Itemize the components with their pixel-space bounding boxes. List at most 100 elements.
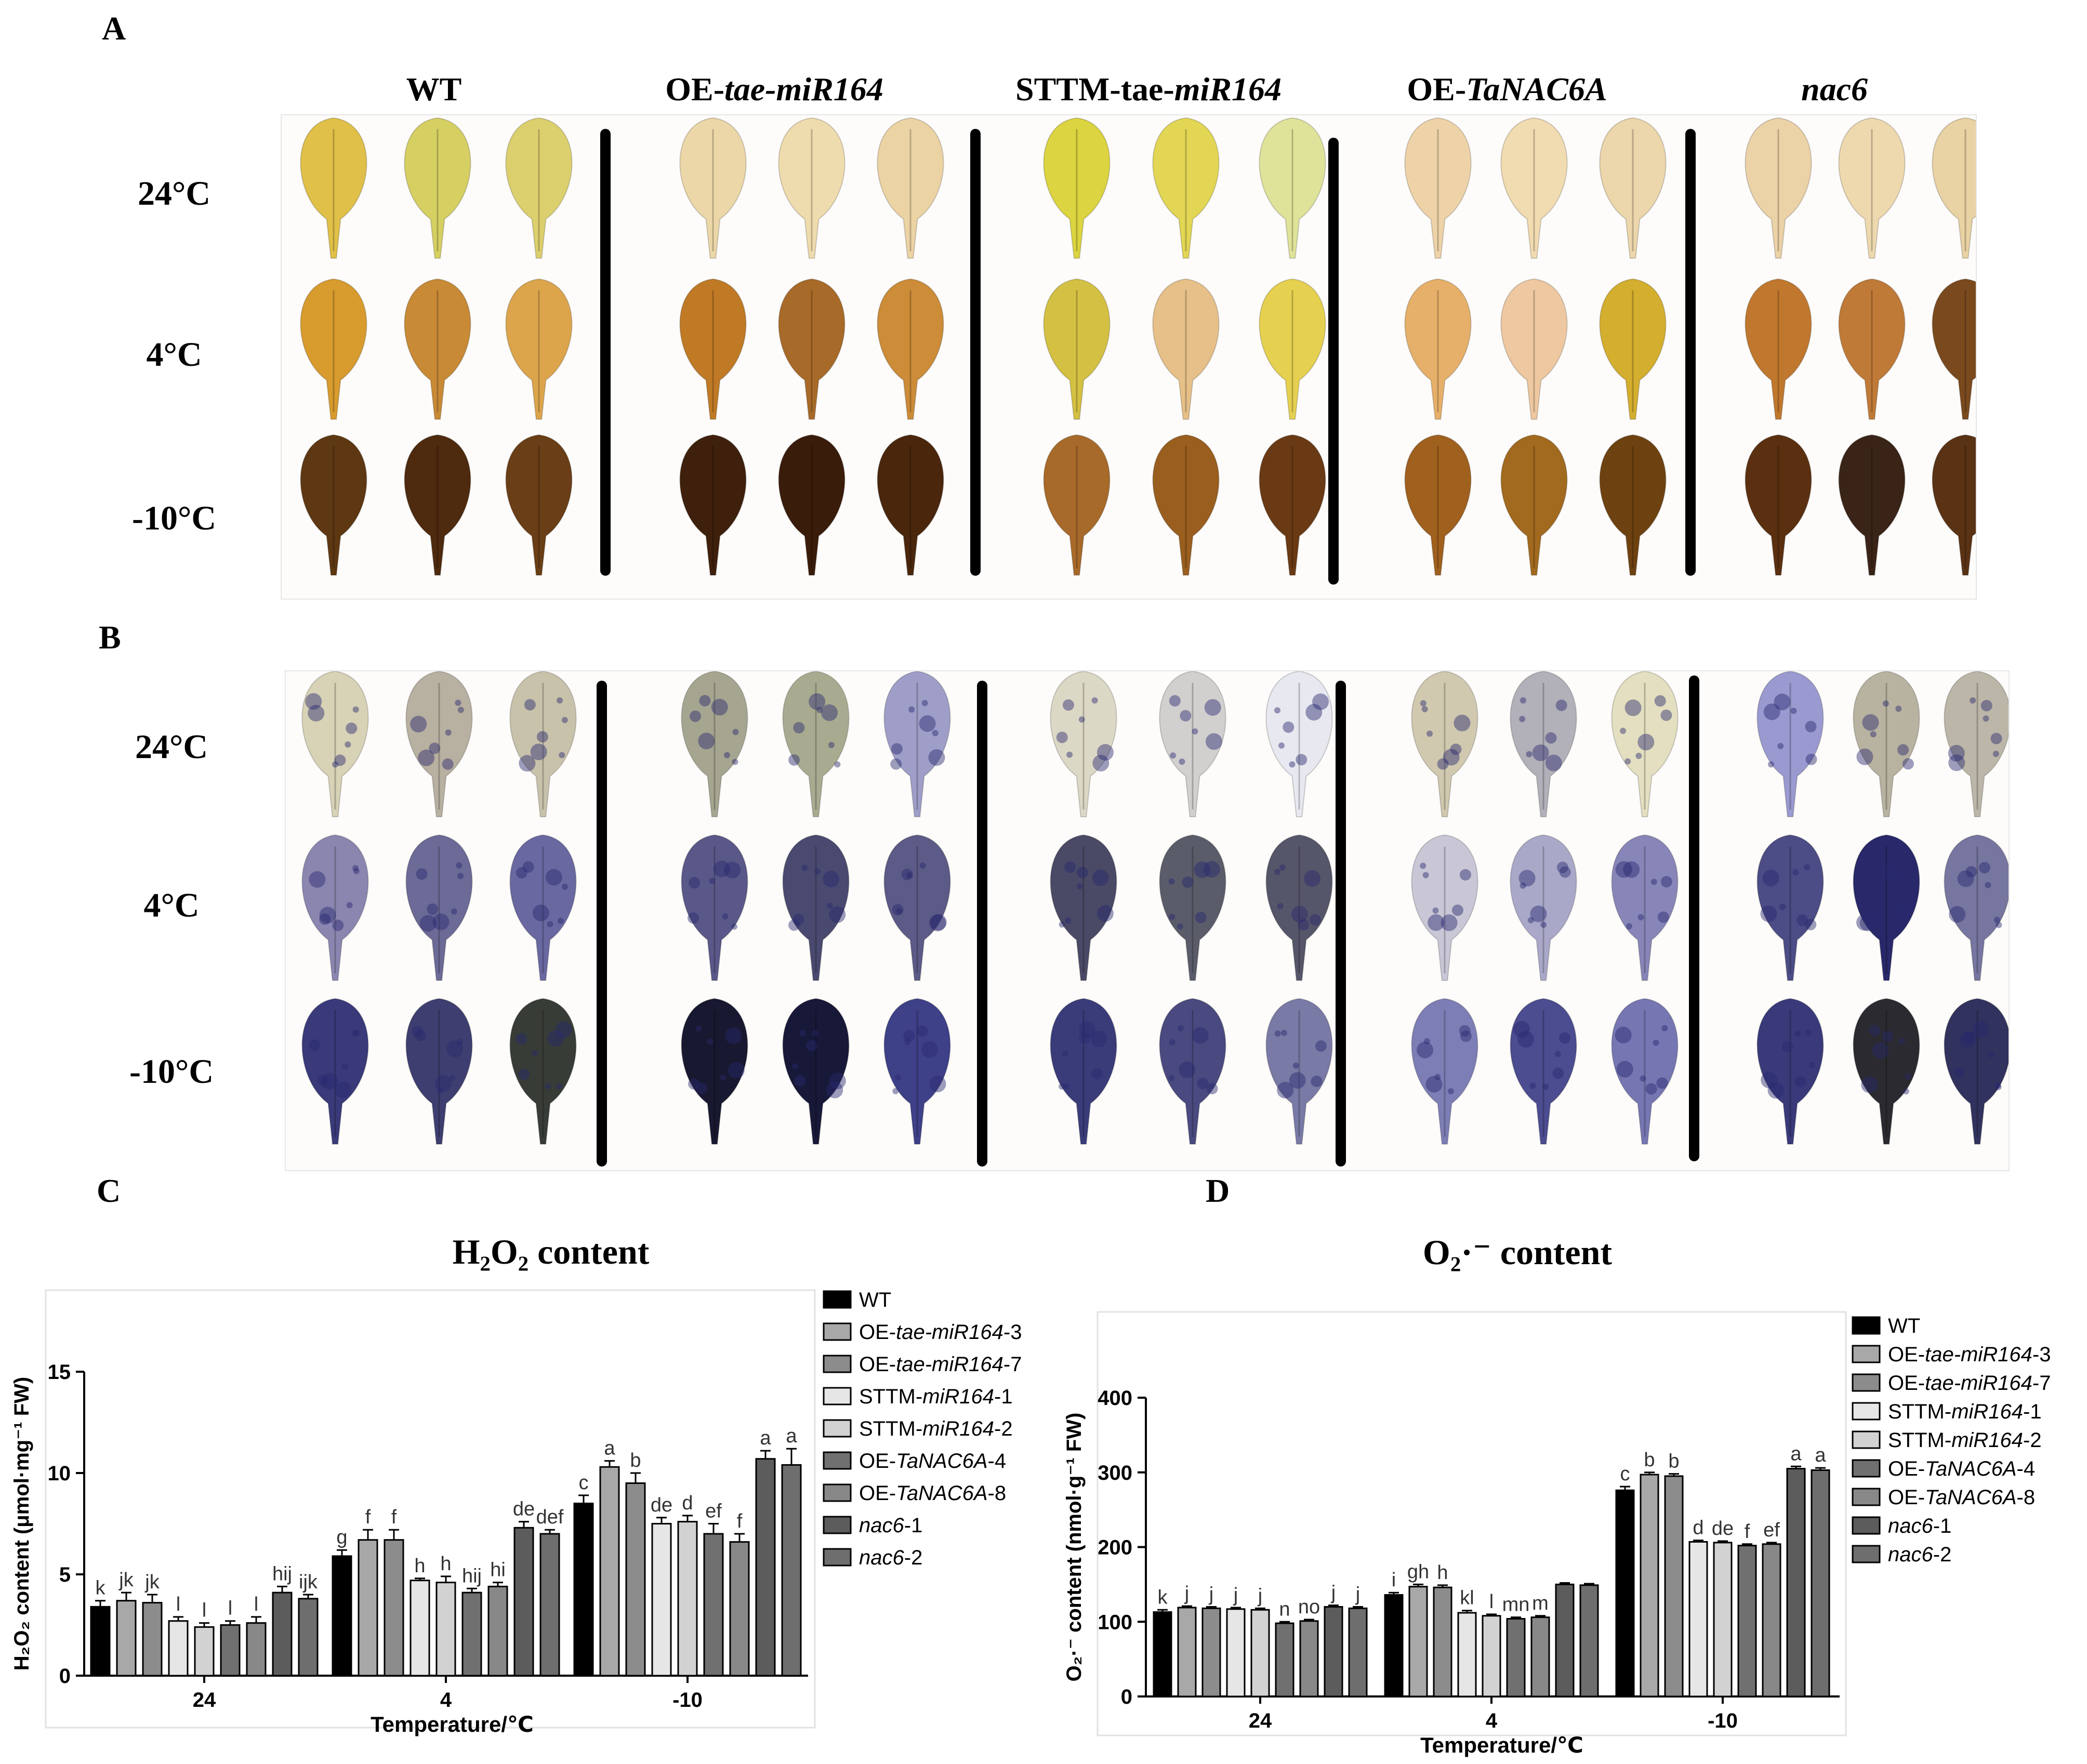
chart-frame — [1097, 1311, 1847, 1736]
stain-spot — [1076, 867, 1088, 879]
y-tick-label: 400 — [1098, 1387, 1132, 1410]
stain-spot — [896, 908, 903, 914]
stain-spot — [793, 722, 805, 734]
stain-spot — [456, 862, 463, 869]
stain-spot — [1869, 1025, 1881, 1037]
leaf — [778, 278, 846, 420]
legend-label: STTM-miR164-2 — [859, 1417, 1013, 1440]
legend-swatch — [1852, 1316, 1881, 1335]
stain-spot — [799, 1030, 806, 1037]
legend-swatch — [823, 1516, 852, 1534]
stain-spot — [335, 1081, 352, 1098]
stain-spot — [1777, 742, 1784, 749]
leaf — [300, 117, 367, 259]
genotype-divider — [1328, 138, 1339, 585]
leaf — [1159, 834, 1226, 981]
legend-label: OE-TaNAC6A-8 — [1888, 1486, 2035, 1509]
genotype-divider — [1336, 681, 1346, 1166]
leaf — [1599, 434, 1667, 576]
stain-spot — [1274, 868, 1281, 875]
stain-spot — [908, 706, 915, 713]
leaf — [782, 834, 850, 981]
leaf — [1159, 671, 1226, 817]
leaf — [1599, 278, 1667, 420]
leaf — [1944, 998, 2009, 1145]
stain-spot — [919, 862, 926, 869]
stain-spot — [1168, 878, 1175, 885]
stain-spot — [794, 1075, 806, 1087]
y-axis-title: H₂O₂ content (μmol·mg⁻¹ FW) — [10, 1377, 33, 1671]
stain-spot — [342, 1064, 349, 1070]
x-tick-label: 24 — [193, 1689, 216, 1712]
stain-spot — [690, 710, 702, 722]
stain-spot — [1423, 1038, 1430, 1045]
panel-a-letter: A — [102, 10, 126, 47]
stain-spot — [1180, 710, 1192, 722]
stain-spot — [713, 860, 730, 878]
chart-frame — [45, 1289, 816, 1729]
leaf — [404, 434, 471, 576]
stain-spot — [1315, 1040, 1327, 1052]
stain-spot — [1280, 1029, 1287, 1036]
stain-spot — [1527, 917, 1534, 923]
leaf — [778, 434, 846, 576]
legend-label: STTM-miR164-1 — [859, 1385, 1013, 1408]
stain-spot — [1182, 876, 1194, 888]
legend-swatch — [1852, 1345, 1881, 1363]
bar — [1555, 1583, 1575, 1697]
x-axis-title: Temperature/℃ — [371, 1712, 534, 1736]
legend-swatch — [823, 1451, 852, 1470]
stain-spot — [334, 754, 346, 766]
stain-spot — [1996, 922, 2002, 929]
stain-spot — [1170, 752, 1177, 759]
stain-spot — [1179, 1061, 1196, 1078]
stain-spot — [516, 867, 527, 879]
x-axis-title: Temperature/℃ — [1420, 1733, 1583, 1757]
stain-spot — [1417, 1041, 1434, 1058]
stain-spot — [1545, 732, 1557, 744]
bar — [1226, 1608, 1246, 1697]
significance-letter: a — [1790, 1443, 1802, 1465]
stain-spot — [346, 902, 353, 909]
stain-spot — [805, 1040, 817, 1052]
significance-letter: ef — [705, 1501, 722, 1522]
stain-spot — [1078, 716, 1085, 723]
dab-staining-photo — [281, 114, 1977, 600]
stain-spot — [1441, 914, 1458, 931]
stain-spot — [895, 1074, 902, 1081]
significance-letter: def — [536, 1506, 564, 1528]
stain-spot — [1311, 1076, 1323, 1087]
leaf — [509, 834, 577, 981]
stain-spot — [892, 1087, 899, 1094]
stain-spot — [688, 912, 699, 924]
stain-spot — [707, 1039, 714, 1045]
stain-spot — [1420, 700, 1426, 707]
stain-spot — [1518, 870, 1536, 887]
stain-spot — [731, 923, 737, 930]
leaf — [1756, 834, 1824, 981]
leaf — [681, 834, 748, 981]
stain-spot — [1421, 706, 1428, 712]
stain-spot — [826, 903, 833, 909]
dab-leaf-grid — [300, 117, 1976, 576]
stain-spot — [906, 872, 913, 879]
stain-spot — [1177, 923, 1183, 930]
stain-spot — [1530, 905, 1547, 922]
stain-spot — [1963, 1031, 1975, 1043]
stain-spot — [1545, 754, 1562, 772]
stain-spot — [1645, 1083, 1657, 1095]
significance-letter: hi — [490, 1559, 506, 1581]
stain-spot — [1206, 733, 1223, 750]
stain-spot — [1437, 758, 1449, 770]
bar — [1530, 1616, 1550, 1697]
stain-spot — [1896, 905, 1908, 917]
leaf — [782, 998, 850, 1145]
leaf — [681, 671, 748, 817]
legend-label: OE-TaNAC6A-8 — [859, 1482, 1006, 1505]
legend-swatch — [1852, 1459, 1881, 1478]
significance-letter: no — [1298, 1596, 1320, 1618]
leaf — [1611, 834, 1679, 981]
stain-spot — [1559, 1032, 1571, 1044]
